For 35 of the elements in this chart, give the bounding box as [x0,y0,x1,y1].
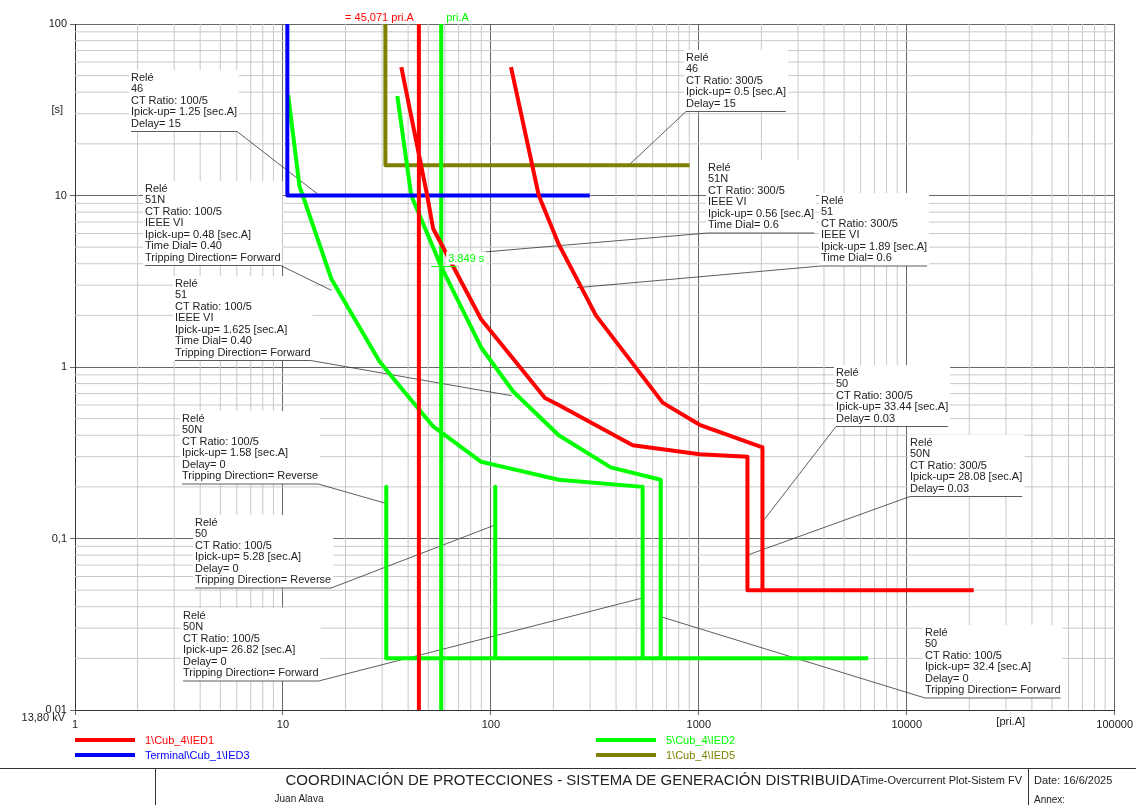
annotation: Relé 46 CT Ratio: 100/5 Ipick-up= 1.25 [sec.A] Delay= 15 [131,70,238,129]
text: 1\Cub_4\IED1 [145,733,215,746]
x-tick-label: 100 [481,717,501,730]
annotation: = 45,071 pri.A [345,10,415,23]
x-tick-label: 10 [276,717,290,730]
y-tick-label: 0,1 [51,531,67,544]
x-tick-label: 1000 [686,717,712,730]
annotation: Relé 50N CT Ratio: 100/5 Ipick-up= 1.58 [sec.A] Delay= 0 Tripping Direction= Reverse [182,411,319,482]
annotation: Relé 50 CT Ratio: 300/5 Ipick-up= 33.44 [sec.A] Delay= 0.03 [836,365,949,424]
annotation: Relé 50N CT Ratio: 300/5 Ipick-up= 28.08 [sec.A] Delay= 0.03 [910,435,1023,494]
text: Date: 16/6/2025 [1034,774,1113,786]
y-tick-label: 10 [54,188,67,201]
annotation: Relé 50 CT Ratio: 100/5 Ipick-up= 32.4 [sec.A] Delay= 0 Tripping Direction= Forward [925,625,1061,696]
y-tick-label: 100 [48,17,67,30]
annotation: Relé 51N CT Ratio: 100/5 IEEE VI Ipick-up= 0.48 [sec.A] Time Dial= 0.40 Tripping Direction= Forward [145,181,281,263]
text: Terminal\Cub_1\IED3 [145,748,250,761]
x-axis-title: [pri.A] [996,714,1026,727]
annotation: Relé 51 CT Ratio: 300/5 IEEE VI Ipick-up= 1.89 [sec.A] Time Dial= 0.6 [821,193,928,264]
annotation: Relé 51 CT Ratio: 100/5 IEEE VI Ipick-up= 1.625 [sec.A] Time Dial= 0.40 Tripping Direction= Forward [175,276,311,358]
annotation: Relé 50N CT Ratio: 100/5 Ipick-up= 26.82 [sec.A] Delay= 0 Tripping Direction= Forward [183,608,319,679]
text: 1\Cub_4\IED5 [666,748,736,761]
x-tick-label: 1 [71,717,79,730]
annotation: pri.A [446,10,470,23]
text: COORDINACIÓN DE PROTECCIONES - SISTEMA DE GENERACIÓN DISTRIBUIDA [285,771,861,788]
y-tick-label: 1 [60,360,67,373]
x-tick-label: 10000 [891,717,923,730]
annotation: Relé 51N CT Ratio: 300/5 IEEE VI Ipick-up= 0.56 [sec.A] Time Dial= 0.6 [708,160,815,231]
y-axis-title: [s] [51,102,63,115]
text: 5\Cub_4\IED2 [666,733,736,746]
text: Juan Alava [274,793,324,804]
x-tick-label: 100000 [1096,717,1134,730]
annotation: Relé 46 CT Ratio: 300/5 Ipick-up= 0.5 [sec.A] Delay= 15 [686,50,786,109]
text: Annex: [1034,794,1066,805]
annotation: Relé 50 CT Ratio: 100/5 Ipick-up= 5.28 [sec.A] Delay= 0 Tripping Direction= Reverse [195,515,332,586]
annotation: 3.849 s [448,252,485,265]
